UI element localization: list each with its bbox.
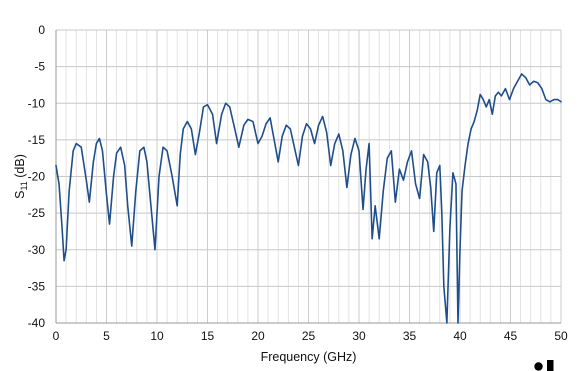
y-tick-label: -25 [28, 206, 46, 220]
y-tick-label: -10 [28, 96, 46, 110]
x-tick-label: 20 [251, 329, 265, 343]
y-tick-label: 0 [38, 23, 45, 37]
x-tick-label: 10 [150, 329, 164, 343]
x-tick-label: 35 [403, 329, 417, 343]
x-axis-title: Frequency (GHz) [261, 350, 357, 364]
y-tick-label: -5 [34, 60, 45, 74]
x-tick-label: 30 [352, 329, 366, 343]
y-tick-label: -35 [28, 279, 46, 293]
x-tick-label: 15 [201, 329, 215, 343]
dot-icon [534, 362, 543, 371]
x-tick-label: 25 [302, 329, 316, 343]
series-line-1 [55, 73, 562, 324]
y-tick-label: -15 [28, 133, 46, 147]
x-tick-label: 0 [53, 329, 60, 343]
x-tick-label: 45 [504, 329, 518, 343]
tick-labels: 0 5 10 15 20 25 30 35 40 45 50 0 -5 -10 -15 -20 -25 -30 -3… [28, 23, 568, 343]
y-axis-title: S11 (dB) [13, 154, 29, 199]
y-tick-label: -30 [28, 243, 46, 257]
y-tick-label: -20 [28, 170, 46, 184]
series-layer [55, 73, 562, 324]
corner-marks [534, 360, 554, 371]
x-tick-label: 50 [554, 329, 568, 343]
square-icon [547, 360, 554, 371]
y-tick-label: -40 [28, 316, 46, 330]
x-tick-label: 40 [453, 329, 467, 343]
x-tick-label: 5 [103, 329, 110, 343]
axes [55, 30, 561, 324]
grid [55, 29, 562, 324]
